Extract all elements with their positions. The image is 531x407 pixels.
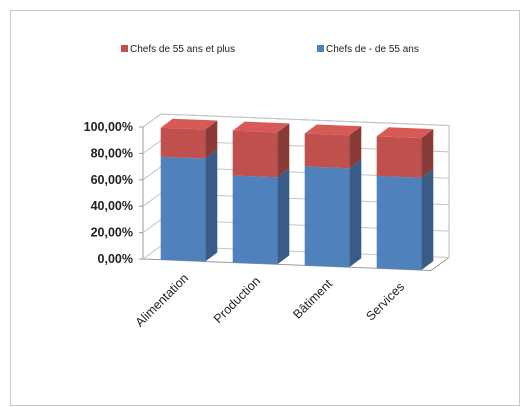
bar-front <box>160 156 206 262</box>
x-axis: Alimentation Production Bâtiment Services <box>133 271 408 330</box>
bar-segment <box>376 168 434 271</box>
bar-top <box>232 121 290 133</box>
bar-segment <box>376 127 434 178</box>
bar-front <box>232 175 278 265</box>
legend-swatch <box>121 45 128 52</box>
gridline <box>142 113 450 128</box>
bar-side <box>349 159 362 268</box>
legend-label: Chefs de 55 ans et plus <box>130 44 235 55</box>
bar-top <box>160 118 218 130</box>
y-tick-label: 0,00% <box>98 252 133 266</box>
bar-segment <box>304 159 362 268</box>
bar-front <box>376 175 422 271</box>
bar-side <box>421 168 434 271</box>
x-category-label: Alimentation <box>133 271 192 330</box>
bar-side <box>421 129 434 178</box>
stacked-3d-bar-chart: Chefs de 55 ans et plus Chefs de - de 55 … <box>84 44 450 330</box>
y-axis: 0,00% 20,00% 40,00% 60,00% 80,00% 100,00% <box>84 120 143 266</box>
x-category-label: Production <box>211 274 263 326</box>
bar-front <box>232 130 278 178</box>
bar-front <box>376 136 422 178</box>
legend-label: Chefs de - de 55 ans <box>326 44 419 55</box>
bar-front <box>304 166 350 268</box>
chart-frame: Chefs de 55 ans et plus Chefs de - de 55 … <box>10 10 520 406</box>
bar-segment <box>232 168 290 265</box>
legend-item: Chefs de 55 ans et plus <box>121 44 235 55</box>
bar-side <box>205 120 218 159</box>
bar-segment <box>304 124 362 169</box>
bar-top <box>304 124 362 136</box>
bar-segment <box>232 121 290 178</box>
bars <box>160 118 434 271</box>
legend-item: Chefs de - de 55 ans <box>317 44 419 55</box>
bar-side <box>349 126 362 169</box>
bar-side <box>205 149 218 262</box>
y-tick-label: 80,00% <box>91 146 133 160</box>
bar-side <box>277 168 290 265</box>
x-category-label: Bâtiment <box>290 276 335 321</box>
bar-top <box>376 127 434 139</box>
y-tick-label: 40,00% <box>91 199 133 213</box>
bar-front <box>304 133 350 169</box>
bar-segment <box>160 149 218 262</box>
x-category-label: Services <box>363 280 407 324</box>
bar-segment <box>160 118 218 159</box>
y-tick-label: 20,00% <box>91 226 133 240</box>
y-tick-label: 60,00% <box>91 173 133 187</box>
bar-front <box>160 127 206 159</box>
bar-side <box>277 123 290 178</box>
legend-swatch <box>317 45 324 52</box>
legend: Chefs de 55 ans et plus Chefs de - de 55 … <box>121 44 419 55</box>
y-tick-label: 100,00% <box>84 120 133 134</box>
